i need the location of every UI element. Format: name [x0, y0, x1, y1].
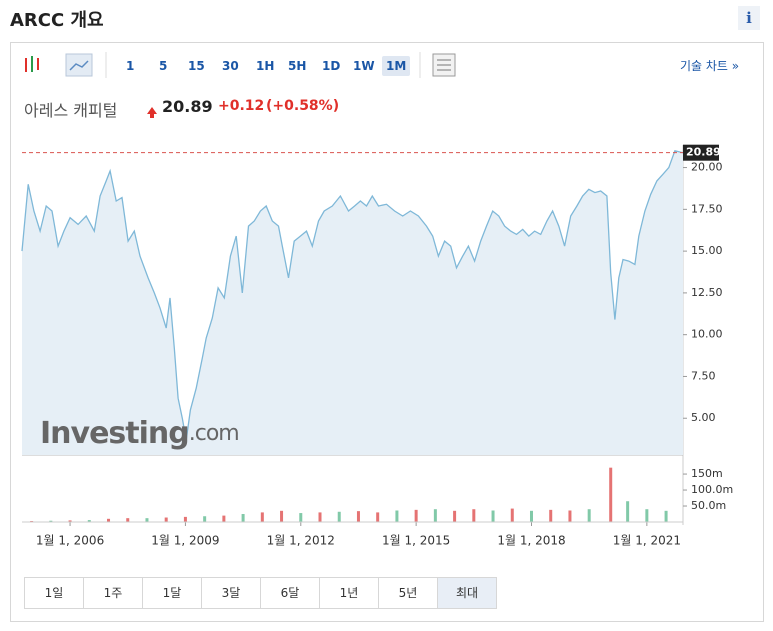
y-tick-label: 100.0m — [691, 483, 733, 496]
range-button[interactable]: 3달 — [202, 578, 261, 608]
volume-bar — [280, 510, 284, 522]
volume-bar — [68, 520, 72, 522]
volume-bar — [356, 511, 360, 522]
volume-bar — [222, 515, 226, 522]
volume-bar — [491, 510, 495, 522]
volume-bar — [549, 509, 553, 522]
y-tick-label: 7.50 — [691, 369, 716, 382]
range-button[interactable]: 1주 — [84, 578, 143, 608]
interval-button[interactable]: 1W — [353, 59, 375, 73]
range-button[interactable]: 1년 — [320, 578, 379, 608]
volume-bar — [626, 501, 630, 522]
x-tick-label: 1월 1, 2012 — [267, 534, 335, 548]
volume-bar — [414, 509, 418, 522]
interval-button[interactable]: 15 — [188, 59, 205, 73]
volume-bar — [568, 510, 572, 522]
volume-bar — [241, 514, 245, 522]
area — [22, 150, 683, 456]
volume-bar — [609, 467, 613, 522]
y-tick-label: 150m — [691, 467, 723, 480]
volume-bar — [299, 513, 303, 522]
volume-bar — [87, 520, 91, 522]
volume-bar — [337, 511, 341, 522]
volume-bar — [145, 518, 149, 522]
watermark-main: Investing — [40, 416, 189, 451]
interval-button[interactable]: 1M — [382, 56, 411, 76]
y-tick-label: 15.00 — [691, 244, 723, 257]
candle-icon[interactable] — [25, 56, 39, 72]
toolbar-icons — [25, 52, 456, 78]
y-tick-label: 20.00 — [691, 161, 723, 174]
watermark-suffix: .com — [189, 421, 239, 446]
volume-bar — [318, 512, 322, 522]
y-tick-label: 17.50 — [691, 202, 723, 215]
volume-bar — [664, 510, 668, 522]
info-button[interactable]: i — [738, 6, 760, 30]
volume-bar — [433, 509, 437, 522]
interval-button[interactable]: 5H — [288, 59, 307, 73]
volume-bar — [107, 518, 111, 522]
y-tick-label: 5.00 — [691, 411, 716, 424]
range-buttons: 1일 1주 1달 3달 6달 1년 5년 최대 — [24, 577, 497, 609]
interval-button[interactable]: 30 — [222, 59, 239, 73]
price-line — [21, 150, 684, 441]
last-price-box — [683, 144, 719, 161]
interval-button[interactable]: 1D — [322, 59, 341, 73]
tech-chart-link[interactable]: 기술 차트 » — [680, 59, 740, 73]
interval-button[interactable]: 1H — [256, 59, 275, 73]
y-tick-label: 50.0m — [691, 499, 726, 512]
volume-bar — [529, 510, 533, 522]
volume-bar — [49, 520, 53, 522]
quote-name: 아레스 캐피털 — [24, 101, 118, 120]
panel — [10, 42, 764, 622]
watermark: Investing.com — [40, 416, 239, 451]
x-tick-label: 1월 1, 2021 — [613, 534, 681, 548]
volume-bar — [164, 517, 168, 522]
title: ARCC 개요 — [10, 10, 104, 31]
volume-bar — [395, 510, 399, 522]
volume-bar — [587, 509, 591, 522]
up-arrow — [147, 107, 157, 118]
volume-bar — [645, 509, 649, 522]
quote-price: 20.89 — [162, 97, 213, 116]
volume-bar — [472, 509, 476, 522]
y-tick-label: 12.50 — [691, 286, 723, 299]
volume-bar — [453, 510, 457, 522]
last-price-label: 20.89 — [686, 146, 721, 159]
volume-bar — [510, 508, 514, 522]
volume-bar — [376, 512, 380, 522]
range-button[interactable]: 5년 — [379, 578, 438, 608]
range-button[interactable]: 6달 — [261, 578, 320, 608]
volume-bar — [260, 512, 264, 522]
volume-bar — [183, 516, 187, 522]
interval-button[interactable]: 1 — [126, 59, 135, 73]
quote-change-pct: (+0.58%) — [266, 98, 340, 114]
interval-button[interactable]: 5 — [159, 59, 168, 73]
volume-bar — [126, 518, 130, 522]
x-tick-label: 1월 1, 2015 — [382, 534, 450, 548]
x-tick-label: 1월 1, 2009 — [151, 534, 219, 548]
x-tick-label: 1월 1, 2006 — [36, 534, 104, 548]
range-button[interactable]: 1달 — [143, 578, 202, 608]
x-tick-label: 1월 1, 2018 — [497, 534, 565, 548]
range-button[interactable]: 1일 — [25, 578, 84, 608]
quote-change: +0.12 — [218, 98, 265, 114]
volume-bar — [203, 516, 207, 522]
y-tick-label: 10.00 — [691, 328, 723, 341]
range-button[interactable]: 최대 — [438, 578, 496, 608]
